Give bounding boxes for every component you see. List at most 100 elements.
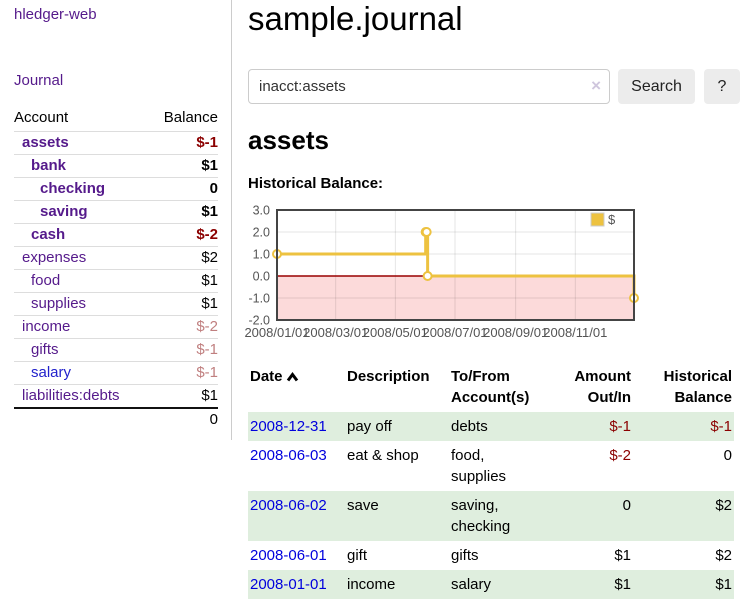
register-row: 2008-12-31 pay off debts $-1 $-1 <box>248 412 734 441</box>
account-row: income $-2 <box>14 315 218 339</box>
account-row: food $1 <box>14 269 218 293</box>
accounts-header-account: Account <box>14 109 69 126</box>
svg-text:2.0: 2.0 <box>253 226 270 240</box>
account-heading: assets <box>248 125 329 155</box>
search-input[interactable] <box>248 69 610 104</box>
svg-text:2008/09/01: 2008/09/01 <box>483 325 548 340</box>
account-balance: 0 <box>148 177 218 201</box>
transaction-date-link[interactable]: 2008-06-01 <box>250 547 327 564</box>
account-row: bank $1 <box>14 154 218 178</box>
account-link-income[interactable]: income <box>22 318 71 335</box>
clear-search-icon[interactable]: × <box>591 76 601 95</box>
account-row: assets $-1 <box>14 131 218 155</box>
svg-text:2008/07/01: 2008/07/01 <box>422 325 487 340</box>
account-row: checking 0 <box>14 177 218 201</box>
svg-text:-2.0: -2.0 <box>248 314 270 328</box>
account-row: gifts $-1 <box>14 338 218 362</box>
svg-text:1.0: 1.0 <box>253 248 270 262</box>
transaction-amount: $-1 <box>545 412 633 441</box>
account-row: salary $-1 <box>14 361 218 385</box>
account-link-cash[interactable]: cash <box>31 226 66 243</box>
transaction-description: eat & shop <box>347 447 419 464</box>
search-form: × Search ? <box>248 69 742 104</box>
chevron-up-icon <box>286 372 298 382</box>
account-balance: $-1 <box>148 361 218 385</box>
register-row: 2008-06-01 gift gifts $1 $2 <box>248 541 734 570</box>
account-balance: $1 <box>148 292 218 316</box>
sidebar: hledger-web Journal Account Balance asse… <box>0 0 232 440</box>
account-link-assets[interactable]: assets <box>22 134 69 151</box>
sidebar-item-journal[interactable]: Journal <box>14 72 64 89</box>
account-link-checking[interactable]: checking <box>40 180 106 197</box>
main-content: sample.journal × Search ? assets Histori… <box>244 0 742 599</box>
account-row: expenses $2 <box>14 246 218 270</box>
transaction-accounts: gifts <box>451 547 479 564</box>
account-link-expenses[interactable]: expenses <box>22 249 87 266</box>
register-header-accounts: To/From Account(s) <box>451 368 530 406</box>
account-link-salary[interactable]: salary <box>31 364 72 381</box>
register-header-description: Description <box>347 368 430 385</box>
account-link-bank[interactable]: bank <box>31 157 67 174</box>
account-row: saving $1 <box>14 200 218 224</box>
accounts-table: Account Balance assets $-1 bank $1 check… <box>14 107 218 431</box>
transaction-accounts: salary <box>449 570 545 599</box>
register-row: 2008-01-01 income salary $1 $1 <box>248 570 734 599</box>
transaction-amount: $-2 <box>609 447 631 464</box>
svg-text:0.0: 0.0 <box>253 270 270 284</box>
accounts-header-balance: Balance <box>163 109 218 126</box>
account-balance: $1 <box>148 384 218 408</box>
transaction-date-link[interactable]: 2008-06-03 <box>250 447 327 464</box>
accounts-total-value: 0 <box>148 407 218 431</box>
svg-text:$: $ <box>608 212 616 227</box>
accounts-header-row: Account Balance <box>14 107 218 132</box>
account-balance: $-1 <box>148 131 218 155</box>
help-button[interactable]: ? <box>704 69 740 104</box>
transaction-balance: $2 <box>715 547 732 564</box>
transaction-balance: $-1 <box>633 412 734 441</box>
account-link-food[interactable]: food <box>31 272 61 289</box>
transaction-description: pay off <box>345 412 449 441</box>
account-balance: $-2 <box>148 223 218 247</box>
account-balance: $1 <box>148 200 218 224</box>
svg-text:2008/11/01: 2008/11/01 <box>543 325 607 340</box>
register-header-date[interactable]: Date <box>248 364 345 412</box>
account-row: cash $-2 <box>14 223 218 247</box>
transaction-date-link[interactable]: 2008-12-31 <box>250 418 327 435</box>
app-title-link[interactable]: hledger-web <box>14 6 97 23</box>
account-row: liabilities:debts $1 <box>14 384 218 408</box>
svg-text:2008/03/01: 2008/03/01 <box>303 325 368 340</box>
register-table: Date Description To/From Account(s) Amou… <box>248 364 734 599</box>
account-balance: $-2 <box>148 315 218 339</box>
svg-text:-1.0: -1.0 <box>248 292 270 306</box>
transaction-description: income <box>345 570 449 599</box>
register-header-row: Date Description To/From Account(s) Amou… <box>248 364 734 412</box>
transaction-balance: $1 <box>633 570 734 599</box>
register-header-date-label: Date <box>250 368 283 385</box>
register-row: 2008-06-03 eat & shop food, supplies $-2… <box>248 441 734 491</box>
account-link-supplies[interactable]: supplies <box>31 295 87 312</box>
page-title: sample.journal <box>248 0 463 37</box>
transaction-balance: $2 <box>633 491 734 541</box>
account-link-saving[interactable]: saving <box>40 203 88 220</box>
svg-text:2008/05/01: 2008/05/01 <box>363 325 428 340</box>
transaction-balance: 0 <box>723 447 732 464</box>
search-button[interactable]: Search <box>618 69 695 104</box>
transaction-date-link[interactable]: 2008-01-01 <box>250 576 327 593</box>
account-balance: $-1 <box>148 338 218 362</box>
transaction-accounts: saving, checking <box>449 491 545 541</box>
transaction-date-link[interactable]: 2008-06-02 <box>250 497 327 514</box>
transaction-amount: $1 <box>614 547 631 564</box>
register-header-amount: Amount Out/In <box>574 368 631 406</box>
account-link-liabilities-debts[interactable]: liabilities:debts <box>22 387 120 404</box>
balance-chart: $3.0 2.0 1.0 0.0 -1.0 -2.02008/01/012008/03/0… <box>244 204 639 340</box>
chart-heading: Historical Balance: <box>248 175 384 192</box>
svg-text:2008/01/01: 2008/01/01 <box>244 325 309 340</box>
account-balance: $2 <box>148 246 218 270</box>
svg-text:3.0: 3.0 <box>253 204 270 218</box>
account-balance: $1 <box>148 154 218 178</box>
transaction-amount: $1 <box>545 570 633 599</box>
register-row: 2008-06-02 save saving, checking 0 $2 <box>248 491 734 541</box>
transaction-description: save <box>345 491 449 541</box>
account-link-gifts[interactable]: gifts <box>31 341 59 358</box>
register-header-balance: Historical Balance <box>663 368 732 406</box>
